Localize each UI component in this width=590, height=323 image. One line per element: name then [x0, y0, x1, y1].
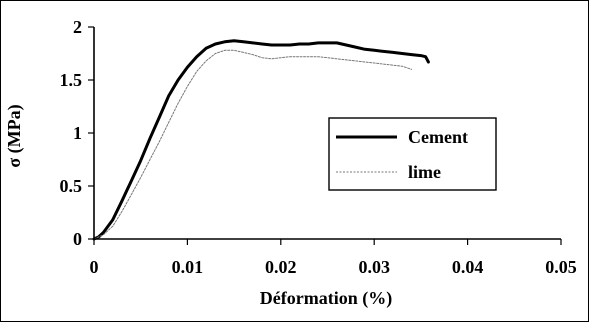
x-tick-label: 0.04	[452, 257, 484, 277]
x-tick-label: 0.05	[545, 257, 577, 277]
y-tick-label: 1	[73, 123, 82, 143]
x-tick-label: 0.03	[358, 257, 390, 277]
y-tick-label: 2	[73, 17, 82, 37]
x-tick-label: 0.02	[265, 257, 297, 277]
x-tick-label: 0.01	[172, 257, 204, 277]
legend-label-lime: lime	[408, 162, 441, 182]
series-line-lime	[93, 49, 413, 240]
plot-series	[92, 39, 430, 241]
y-tick-label: 0	[73, 229, 82, 249]
x-axis-title: Déformation (%)	[260, 288, 392, 309]
legend-box	[328, 117, 497, 191]
y-tick-label: 0.5	[60, 176, 83, 196]
y-axis-title: σ (MPa)	[4, 104, 25, 167]
x-tick-label: 0	[90, 257, 99, 277]
y-tick-label: 1.5	[60, 70, 83, 90]
x-ticks: 0 0.01 0.02 0.03 0.04 0.05	[90, 239, 577, 277]
y-ticks: 0 0.5 1 1.5 2	[60, 17, 94, 249]
series-line-cement	[92, 39, 430, 241]
legend: Cement lime	[328, 117, 497, 191]
legend-label-cement: Cement	[408, 127, 468, 147]
